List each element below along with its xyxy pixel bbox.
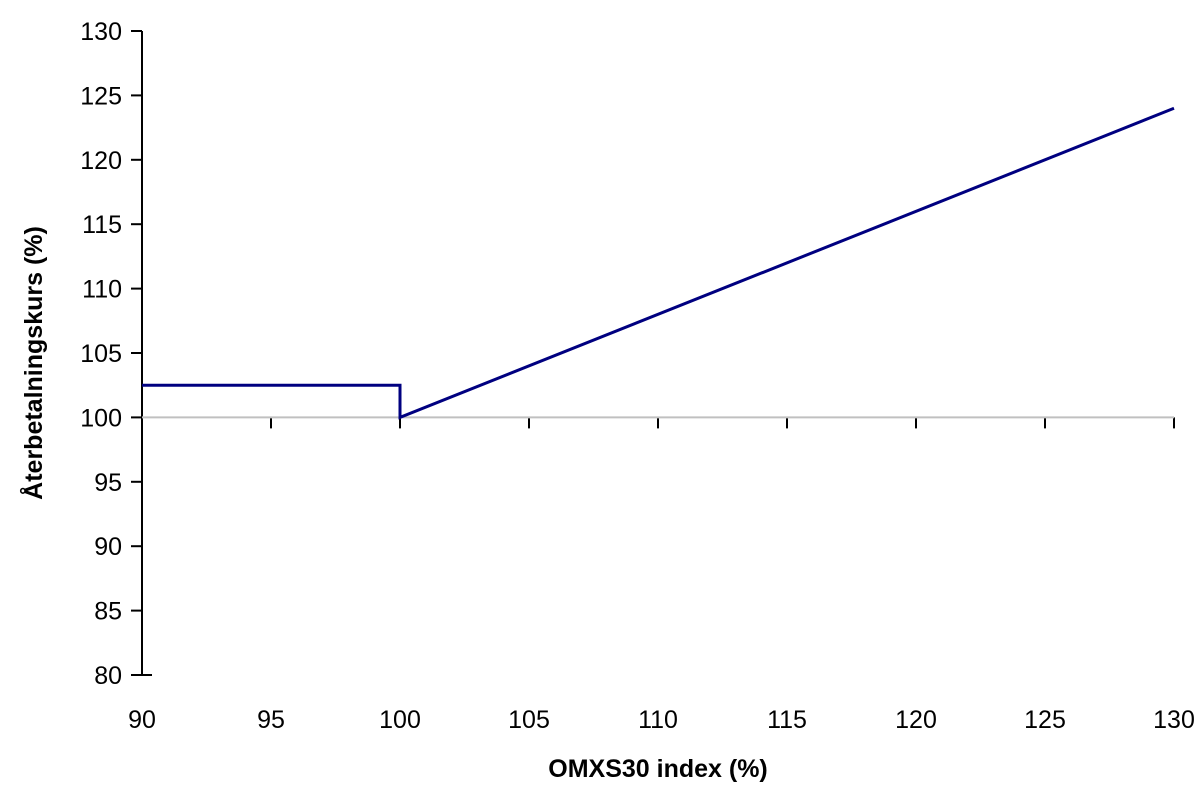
y-tick-label: 100 [80,404,122,432]
x-tick-label: 125 [1024,706,1066,734]
y-tick-label: 125 [80,82,122,110]
series-layer [142,106,1175,420]
y-axis-ticks: 80 85 90 95 100 105 110 115 120 125 130 [80,18,142,690]
y-tick-label: 90 [94,533,122,561]
y-tick-label: 85 [94,598,122,626]
x-tick-label: 110 [638,706,678,734]
y-tick-label: 80 [94,662,122,690]
x-tick-label: 115 [767,706,807,734]
y-tick-label: 110 [82,276,122,304]
x-tick-label: 130 [1153,706,1195,734]
y-tick-label: 130 [80,18,122,46]
x-axis-title: OMXS30 index (%) [548,755,768,783]
x-tick-label: 95 [257,706,285,734]
y-tick-label: 105 [80,340,122,368]
series-line-0 [142,106,1175,420]
axes [141,31,1174,676]
x-axis-ticks: 90 95 100 105 110 115 120 125 130 [128,417,1195,734]
x-tick-label: 90 [128,706,156,734]
x-tick-label: 120 [895,706,937,734]
x-tick-label: 100 [379,706,421,734]
y-axis-title: Återbetalningskurs (%) [19,226,48,500]
x-tick-label: 105 [508,706,550,734]
y-tick-label: 120 [80,147,122,175]
y-tick-label: 115 [82,211,122,239]
y-tick-label: 95 [94,469,122,497]
